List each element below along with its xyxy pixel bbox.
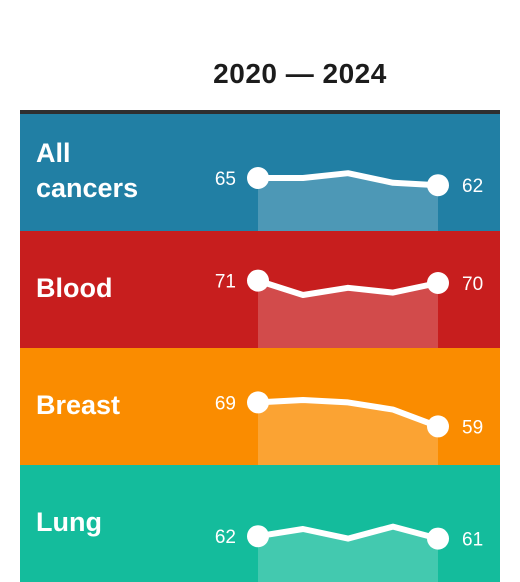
row-breast: Breast 69 59 xyxy=(20,348,500,465)
start-point-breast xyxy=(247,391,269,414)
row-blood: Blood 71 70 xyxy=(20,231,500,348)
line-all-cancers xyxy=(255,170,441,189)
end-point-all-cancers xyxy=(427,174,449,197)
end-point-blood xyxy=(427,272,449,294)
end-value-all-cancers: 62 xyxy=(462,176,483,197)
row-label-all-cancers: All cancers xyxy=(36,138,139,203)
row-lung: Lung 62 61 xyxy=(20,465,500,582)
area-all-cancers xyxy=(258,173,438,231)
end-value-breast: 59 xyxy=(462,417,483,438)
start-value-breast: 69 xyxy=(215,393,236,414)
row-label-breast: Breast xyxy=(36,390,121,420)
end-value-blood: 70 xyxy=(462,274,483,295)
line-breast xyxy=(255,397,441,430)
end-point-breast xyxy=(427,415,449,438)
start-point-lung xyxy=(247,525,269,548)
start-point-all-cancers xyxy=(247,167,269,189)
start-point-blood xyxy=(247,269,269,292)
sparkline-all-cancers: 65 62 xyxy=(215,167,483,231)
chart-title: 2020 — 2024 xyxy=(213,58,387,89)
start-value-all-cancers: 65 xyxy=(215,169,236,190)
series-rows: All cancers 65 62 Blood 71 70 Breast 69 59 Lung 62… xyxy=(20,114,500,582)
end-point-lung xyxy=(427,527,449,550)
start-value-blood: 71 xyxy=(215,272,236,293)
line-blood xyxy=(255,277,441,298)
start-value-lung: 62 xyxy=(215,527,236,548)
sparkline-blood: 71 70 xyxy=(215,269,483,348)
sparkline-lung: 62 61 xyxy=(215,523,483,582)
row-label-blood: Blood xyxy=(36,273,113,303)
header-rule xyxy=(20,110,500,114)
row-all-cancers: All cancers 65 62 xyxy=(20,114,500,231)
sparkline-breast: 69 59 xyxy=(215,391,483,465)
end-value-lung: 61 xyxy=(462,530,483,551)
area-breast xyxy=(258,400,438,465)
